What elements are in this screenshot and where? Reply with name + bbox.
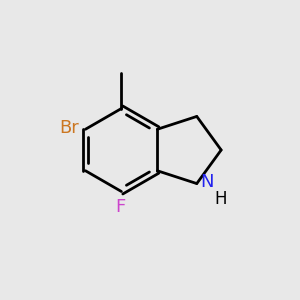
Text: F: F bbox=[115, 198, 125, 216]
Text: H: H bbox=[214, 190, 226, 208]
Text: Br: Br bbox=[59, 119, 79, 137]
Text: N: N bbox=[200, 173, 214, 191]
